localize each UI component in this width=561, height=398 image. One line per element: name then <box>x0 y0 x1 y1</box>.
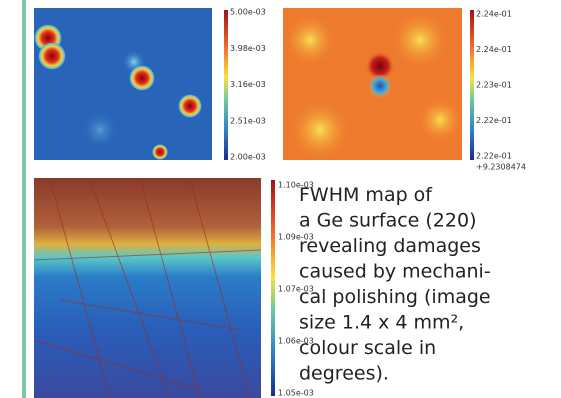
colorbar-tick-label: 1.05e-03 <box>278 389 314 398</box>
caption-line: degrees). <box>299 363 389 385</box>
caption-line: cal polishing (image <box>299 286 491 308</box>
colorbar-tick-label: 2.51e-03 <box>230 116 266 125</box>
caption-line: caused by mechani- <box>299 261 491 283</box>
colorbar-tick-label: 3.98e-03 <box>230 44 266 53</box>
colorbar <box>271 180 275 396</box>
colorbar <box>470 10 474 160</box>
side-bar <box>22 0 26 398</box>
heatmap-1 <box>34 8 212 160</box>
page: 5.00e-03 3.98e-03 3.16e-03 2.51e-03 2.00e-03… <box>0 0 561 398</box>
caption-line: a Ge surface (220) <box>299 210 477 232</box>
colorbar-offset: +9.2308474 <box>476 163 526 172</box>
colorbar-tick-label: 2.00e-03 <box>230 153 266 162</box>
colorbar-tick-label: 2.24e-01 <box>476 45 512 54</box>
colorbar-tick-label: 2.22e-01 <box>476 116 512 125</box>
colorbar-tick-label: 5.00e-03 <box>230 8 266 17</box>
figure-panel: 5.00e-03 3.98e-03 3.16e-03 2.51e-03 2.00e-03… <box>0 0 561 398</box>
caption-line: size 1.4 x 4 mm², <box>299 312 464 334</box>
caption-line: revealing damages <box>299 235 481 257</box>
heatmap-3 <box>34 178 261 398</box>
colorbar-tick-label: 2.23e-01 <box>476 81 512 90</box>
caption-line: colour scale in <box>299 337 436 359</box>
colorbar-tick-label: 2.22e-01 <box>476 152 512 161</box>
colorbar-tick-label: 3.16e-03 <box>230 80 266 89</box>
caption-line: FWHM map of <box>299 184 433 206</box>
colorbar <box>224 10 228 160</box>
heatmap-2 <box>283 8 462 160</box>
colorbar-tick-label: 2.24e-01 <box>476 10 512 19</box>
